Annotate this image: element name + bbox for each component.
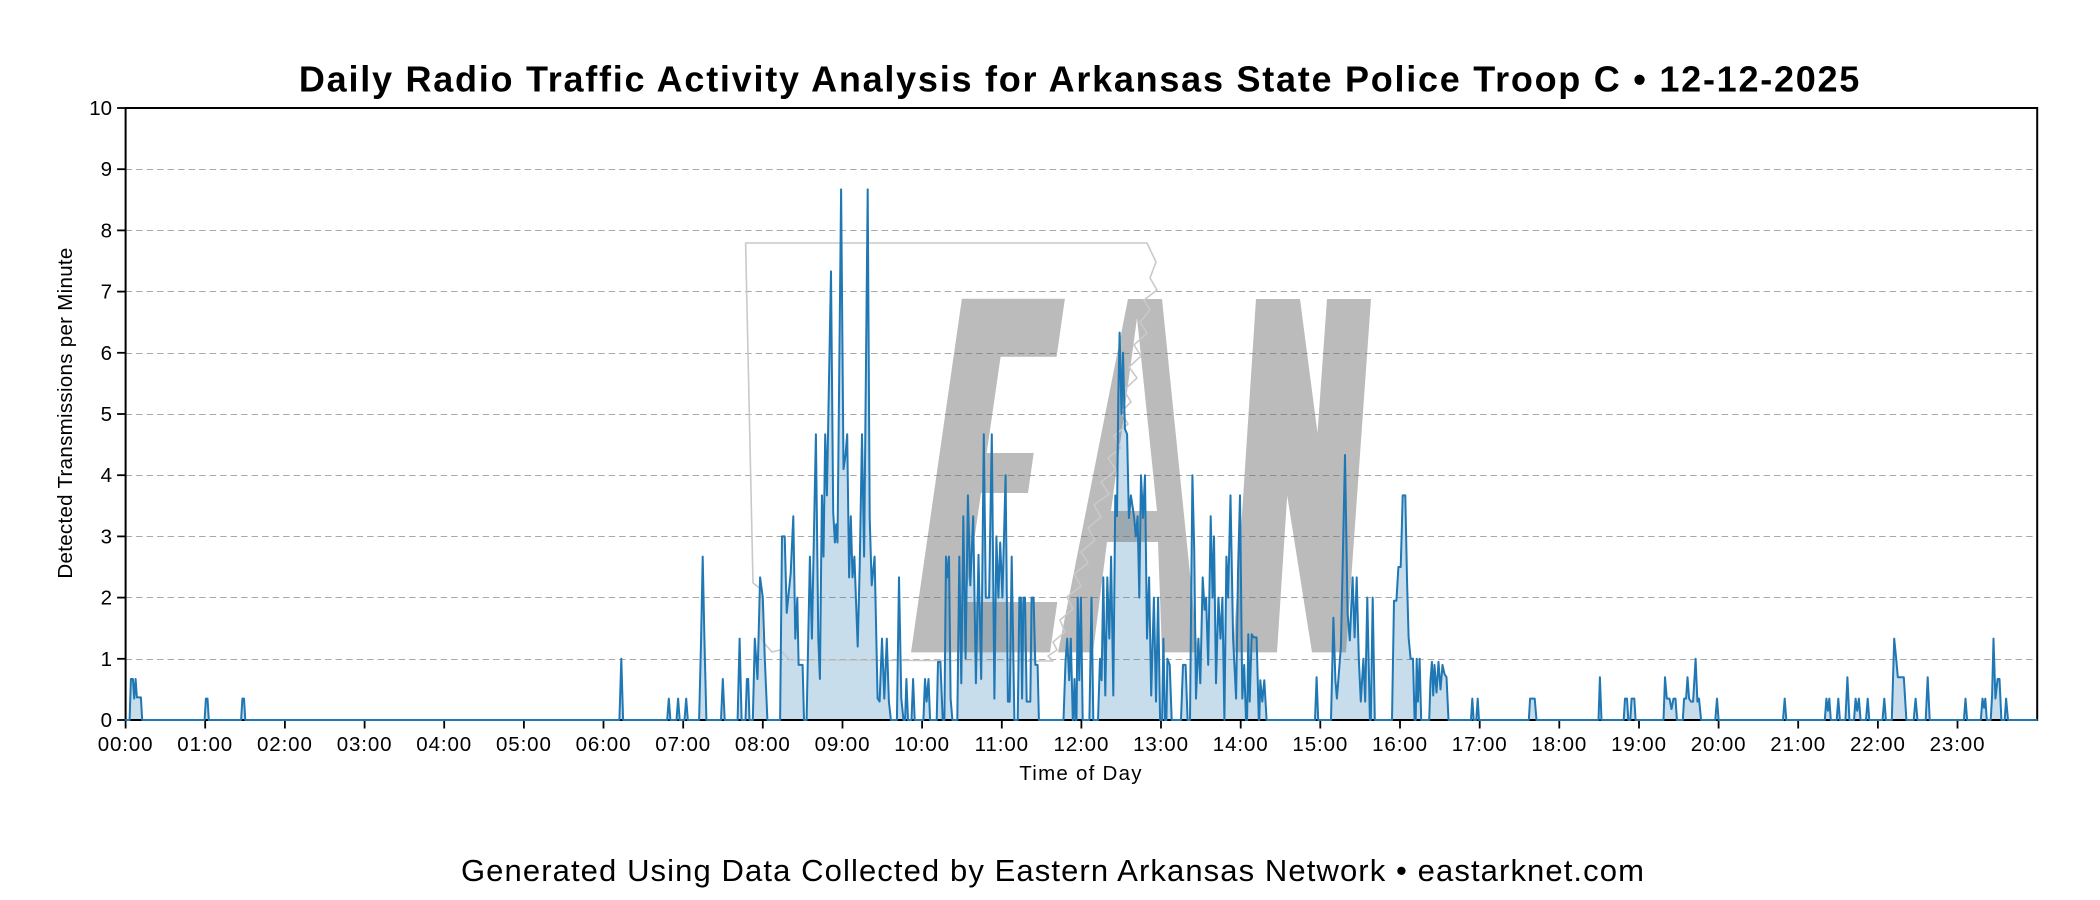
svg-text:11:00: 11:00	[975, 733, 1029, 756]
svg-text:14:00: 14:00	[1213, 733, 1269, 756]
svg-text:19:00: 19:00	[1611, 733, 1667, 756]
svg-text:4: 4	[101, 464, 112, 487]
svg-text:02:00: 02:00	[257, 733, 313, 756]
svg-text:10: 10	[89, 97, 112, 120]
svg-text:Time of Day: Time of Day	[1019, 762, 1143, 785]
svg-text:2: 2	[101, 587, 112, 610]
svg-text:20:00: 20:00	[1691, 733, 1747, 756]
svg-text:9: 9	[101, 158, 112, 181]
svg-text:00:00: 00:00	[98, 733, 154, 756]
svg-text:12:00: 12:00	[1053, 733, 1109, 756]
svg-text:0: 0	[101, 709, 112, 732]
svg-text:Detected Transmissions per Min: Detected Transmissions per Minute	[54, 247, 77, 578]
svg-text:04:00: 04:00	[416, 733, 472, 756]
svg-text:7: 7	[101, 281, 112, 304]
svg-text:18:00: 18:00	[1531, 733, 1587, 756]
svg-text:08:00: 08:00	[735, 733, 791, 756]
svg-text:Generated Using Data Collected: Generated Using Data Collected by Easter…	[461, 853, 1645, 888]
svg-text:07:00: 07:00	[655, 733, 711, 756]
svg-text:8: 8	[101, 219, 112, 242]
svg-text:5: 5	[101, 403, 112, 426]
svg-text:10:00: 10:00	[894, 733, 950, 756]
svg-text:09:00: 09:00	[815, 733, 871, 756]
svg-text:13:00: 13:00	[1133, 733, 1189, 756]
svg-text:16:00: 16:00	[1372, 733, 1428, 756]
svg-text:Daily Radio Traffic Activity A: Daily Radio Traffic Activity Analysis fo…	[299, 59, 1861, 100]
svg-text:06:00: 06:00	[576, 733, 632, 756]
svg-text:17:00: 17:00	[1452, 733, 1508, 756]
svg-text:15:00: 15:00	[1292, 733, 1348, 756]
svg-text:23:00: 23:00	[1930, 733, 1986, 756]
svg-text:03:00: 03:00	[337, 733, 393, 756]
svg-text:21:00: 21:00	[1770, 733, 1826, 756]
svg-text:22:00: 22:00	[1850, 733, 1906, 756]
svg-text:05:00: 05:00	[496, 733, 552, 756]
svg-text:01:00: 01:00	[177, 733, 233, 756]
svg-text:6: 6	[101, 342, 112, 365]
svg-text:3: 3	[101, 525, 112, 548]
svg-text:1: 1	[101, 648, 112, 671]
